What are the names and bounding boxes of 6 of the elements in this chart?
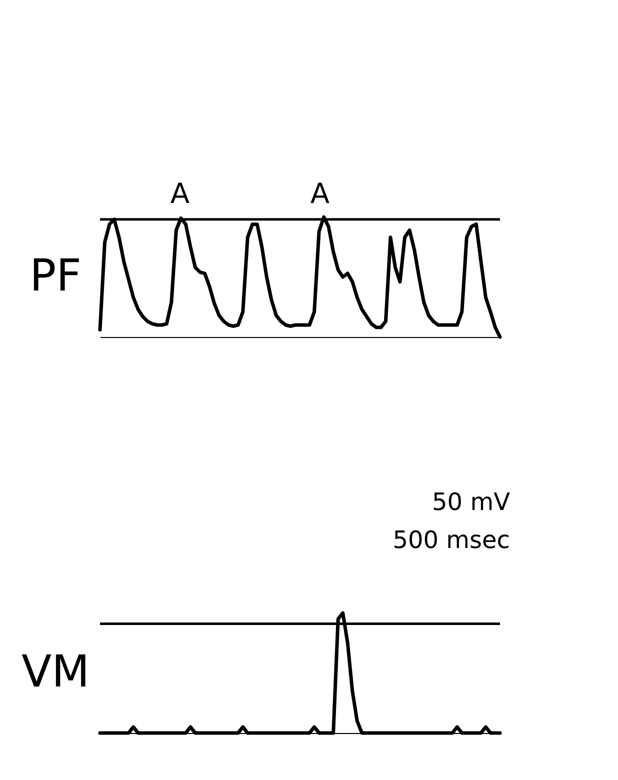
y-axis-title: PF <box>30 250 82 302</box>
y-axis-title: VM <box>21 646 90 698</box>
text: A <box>310 177 330 210</box>
text: A <box>170 177 190 210</box>
text: 50 mV <box>432 488 511 516</box>
text: 500 msec <box>392 526 510 554</box>
